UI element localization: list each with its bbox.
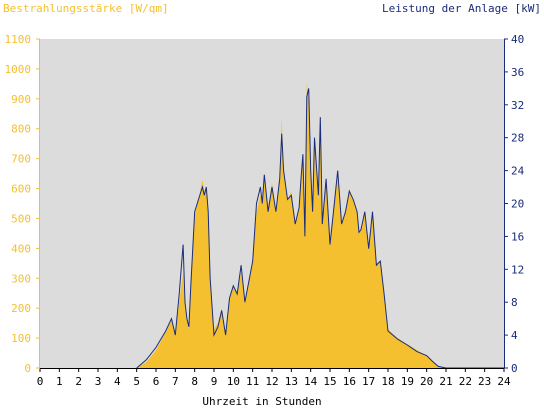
x-tick-label: 4	[114, 375, 121, 388]
right-tick-label: 20	[511, 198, 524, 211]
x-tick-label: 19	[401, 375, 414, 388]
right-tick-label: 24	[511, 165, 525, 178]
left-tick-label: 0	[24, 362, 31, 375]
x-tick-label: 1	[56, 375, 63, 388]
x-tick-label: 5	[133, 375, 140, 388]
left-tick-label: 1100	[5, 33, 32, 46]
x-tick-label: 8	[191, 375, 198, 388]
x-tick-label: 2	[75, 375, 82, 388]
x-tick-label: 15	[323, 375, 336, 388]
left-tick-label: 1000	[5, 63, 32, 76]
left-tick-label: 700	[11, 153, 31, 166]
left-tick-label: 400	[11, 242, 31, 255]
x-tick-labels: 0 1 2 3 4 5 6 7 8 9 10 11 12 13 14 15 16 17 18 19 20 21 22 23 24	[37, 368, 511, 388]
left-tick-label: 800	[11, 123, 31, 136]
x-tick-label: 7	[172, 375, 179, 388]
right-tick-label: 32	[511, 99, 524, 112]
x-tick-label: 17	[362, 375, 375, 388]
right-tick-label: 16	[511, 230, 524, 243]
power-line	[136, 88, 504, 369]
left-axis-title: Bestrahlungsstärke [W/qm]	[3, 2, 169, 15]
x-tick-label: 16	[343, 375, 356, 388]
x-tick-label: 24	[497, 375, 511, 388]
right-axis-title: Leistung der Anlage [kW]	[382, 2, 541, 15]
x-tick-label: 11	[246, 375, 259, 388]
right-tick-label: 36	[511, 66, 524, 79]
x-tick-label: 13	[285, 375, 298, 388]
right-tick-label: 8	[511, 296, 518, 309]
left-tick-label: 900	[11, 93, 31, 106]
x-tick-label: 0	[37, 375, 44, 388]
power-series-group	[136, 88, 504, 369]
x-tick-label: 23	[478, 375, 491, 388]
right-tick-labels: 0 4 8 12 16 20 24 28 32 36 40	[504, 33, 525, 375]
x-tick-label: 14	[304, 375, 318, 388]
right-tick-label: 12	[511, 263, 524, 276]
x-tick-label: 12	[265, 375, 278, 388]
x-tick-label: 6	[153, 375, 160, 388]
x-tick-label: 21	[439, 375, 452, 388]
x-tick-label: 10	[227, 375, 240, 388]
x-tick-label: 20	[420, 375, 433, 388]
irradiance-series-group	[136, 80, 504, 369]
right-tick-label: 28	[511, 132, 524, 145]
left-tick-label: 300	[11, 272, 31, 285]
left-tick-label: 500	[11, 212, 31, 225]
right-tick-label: 4	[511, 329, 518, 342]
x-tick-label: 9	[211, 375, 218, 388]
x-axis-title: Uhrzeit in Stunden	[202, 395, 321, 408]
x-tick-label: 22	[459, 375, 472, 388]
right-tick-label: 40	[511, 33, 524, 46]
right-tick-label: 0	[511, 362, 518, 375]
irradiance-area	[136, 80, 504, 369]
left-tick-label: 200	[11, 302, 31, 315]
left-tick-label: 100	[11, 332, 31, 345]
x-tick-label: 3	[95, 375, 102, 388]
x-tick-label: 18	[381, 375, 394, 388]
left-tick-label: 600	[11, 183, 31, 196]
left-tick-labels: 0 100 200 300 400 500 600 700 800 900 1000 1100	[5, 33, 40, 375]
